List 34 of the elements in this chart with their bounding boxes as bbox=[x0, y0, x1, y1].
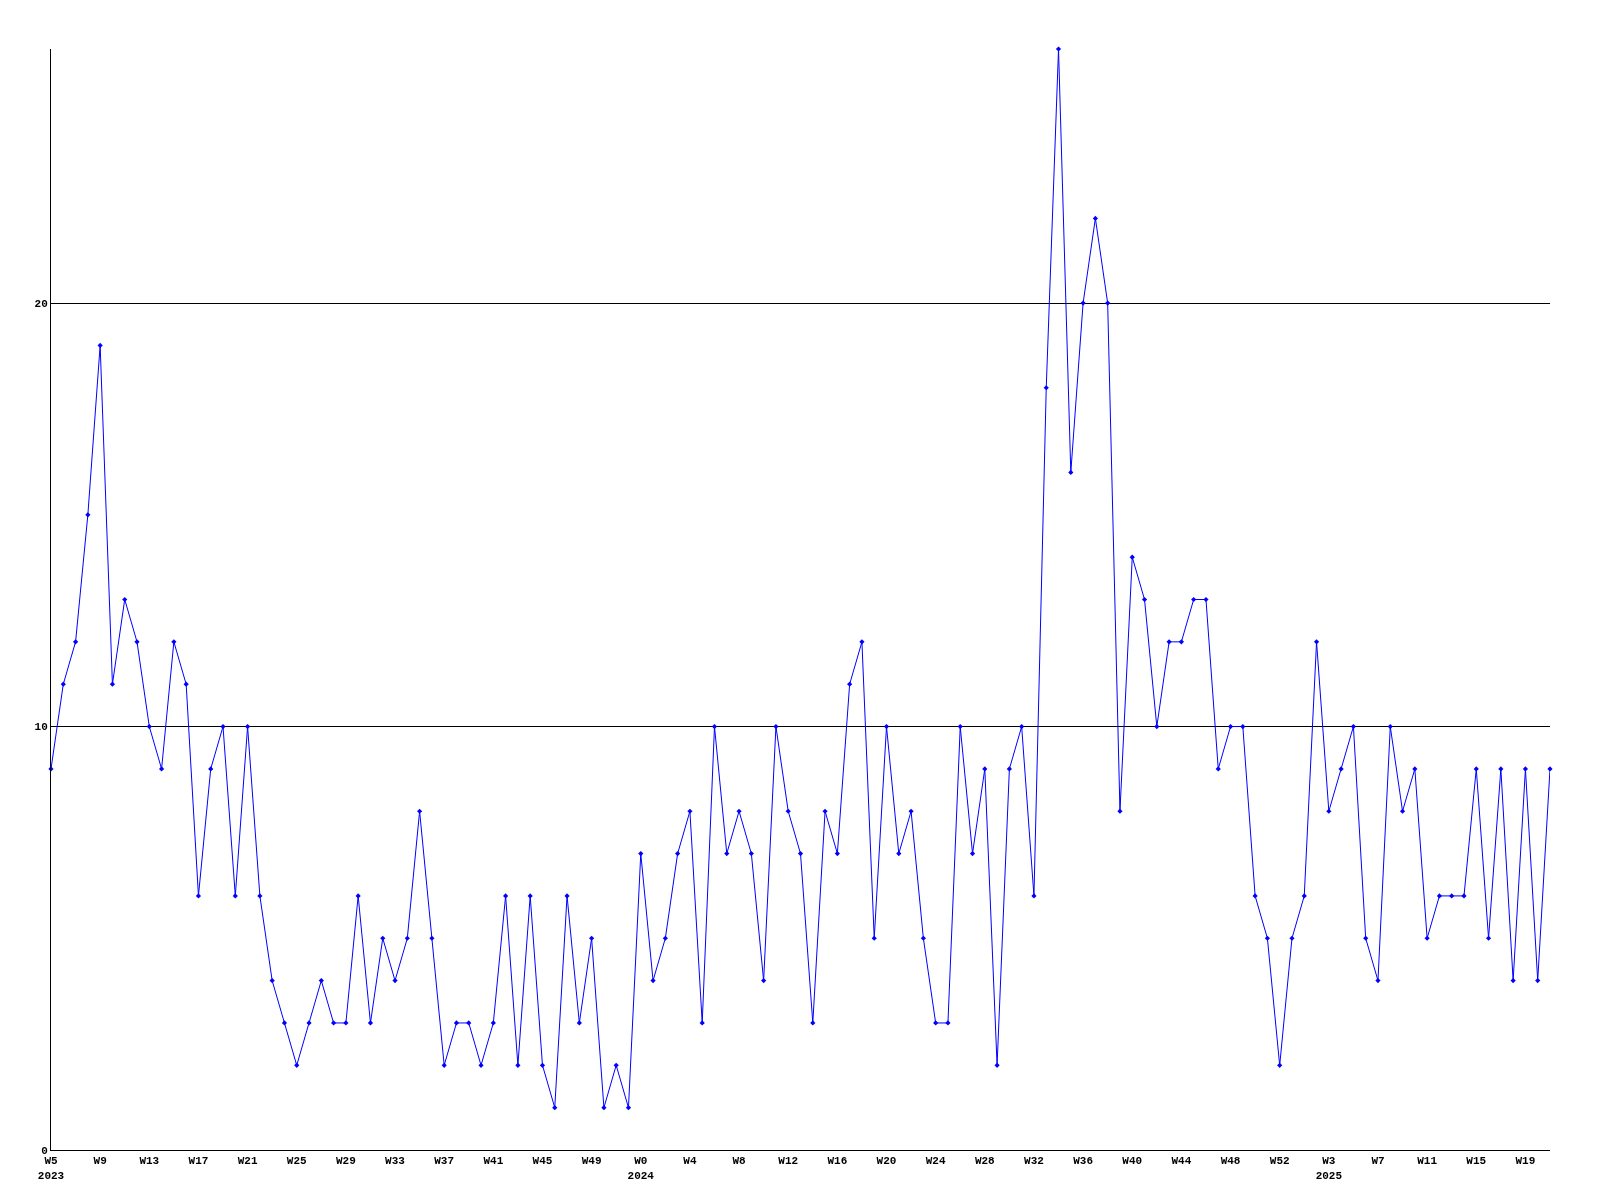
x-tick-label: W52 bbox=[1269, 1155, 1290, 1168]
x-tick-label: W48 bbox=[1220, 1155, 1241, 1168]
x-tick-label: W11 bbox=[1417, 1155, 1438, 1168]
x-tick-label: W7 bbox=[1371, 1155, 1385, 1168]
x-tick-label: W0 2024 bbox=[627, 1155, 655, 1182]
y-tick-label: 20 bbox=[34, 297, 48, 310]
y-tick-label: 0 bbox=[41, 1144, 48, 1157]
x-tick-label: W8 bbox=[732, 1155, 747, 1168]
x-tick-label: W36 bbox=[1073, 1155, 1094, 1168]
x-tick-label: W20 bbox=[876, 1155, 897, 1168]
x-tick-label: W4 bbox=[683, 1155, 697, 1168]
x-tick-label: W3 2025 bbox=[1315, 1155, 1343, 1182]
x-tick-label: W49 bbox=[581, 1155, 602, 1168]
x-tick-label: W44 bbox=[1171, 1155, 1192, 1168]
x-tick-label: W5 2023 bbox=[37, 1155, 65, 1182]
x-tick-label: W33 bbox=[385, 1155, 406, 1168]
x-tick-label: W15 bbox=[1466, 1155, 1487, 1168]
x-tick-label: W37 bbox=[434, 1155, 455, 1168]
x-tick-label: W24 bbox=[925, 1155, 946, 1168]
x-tick-label: W29 bbox=[335, 1155, 356, 1168]
x-tick-label: W17 bbox=[188, 1155, 209, 1168]
x-tick-label: W32 bbox=[1024, 1155, 1044, 1168]
x-tick-label: W12 bbox=[778, 1155, 799, 1168]
x-tick-label: W16 bbox=[827, 1155, 848, 1168]
x-tick-label: W28 bbox=[974, 1155, 996, 1168]
x-tick-label: W25 bbox=[286, 1155, 308, 1168]
x-tick-label: W40 bbox=[1122, 1155, 1143, 1168]
x-tick-label: W21 bbox=[237, 1155, 258, 1168]
x-tick-label: W19 bbox=[1515, 1155, 1536, 1168]
x-tick-label: W41 bbox=[483, 1155, 504, 1168]
x-tick-label: W13 bbox=[139, 1155, 160, 1168]
y-tick-label: 10 bbox=[34, 721, 48, 734]
x-tick-label: W9 bbox=[93, 1155, 107, 1168]
x-tick-label: W45 bbox=[532, 1155, 553, 1168]
